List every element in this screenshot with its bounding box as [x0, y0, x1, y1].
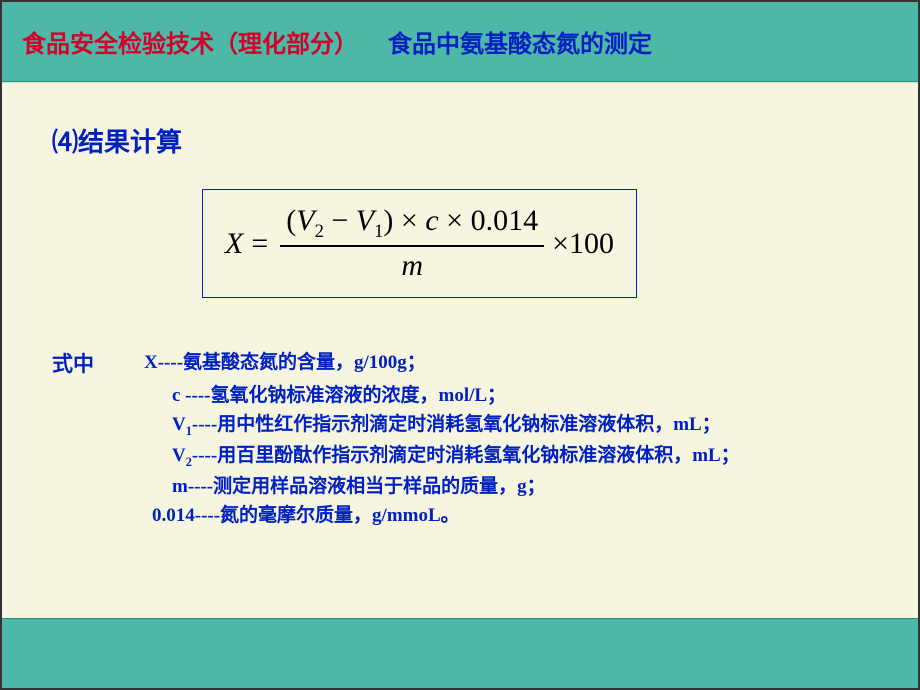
content-area: ⑷结果计算 X = (V2 − V1) × c × 0.014 — [2, 82, 918, 551]
def-v2-rest: ----用百里酚酞作指示剂滴定时消耗氢氧化钠标准溶液体积，mL； — [192, 445, 740, 466]
formula-box: X = (V2 − V1) × c × 0.014 m — [202, 189, 637, 298]
den-m: m — [401, 249, 423, 282]
def-spacer-const — [52, 501, 152, 530]
num-minus: − — [331, 204, 348, 237]
def-c: c ----氢氧化钠标准溶液的浓度，mol/L； — [172, 381, 506, 410]
def-x: X----氨基酸态氮的含量，g/100g； — [144, 348, 426, 381]
num-v1: V — [356, 204, 374, 237]
outer-const: 100 — [569, 227, 614, 261]
formula-fraction: (V2 − V1) × c × 0.014 m — [280, 204, 544, 283]
def-row-v1: V1----用中性红作指示剂滴定时消耗氢氧化钠标准溶液体积，mL； — [52, 410, 868, 441]
def-v1: V1----用中性红作指示剂滴定时消耗氢氧化钠标准溶液体积，mL； — [172, 410, 721, 441]
title-left: 食品安全检验技术（理化部分） — [22, 24, 358, 59]
section-heading: ⑷结果计算 — [52, 122, 868, 159]
def-spacer-m — [52, 472, 172, 501]
num-times1: × — [401, 204, 418, 237]
def-const: 0.014----氮的毫摩尔质量，g/mmoL。 — [152, 501, 460, 530]
definitions: 式中 X----氨基酸态氮的含量，g/100g； c ----氢氧化钠标准溶液的… — [52, 348, 868, 531]
def-v1-rest: ----用中性红作指示剂滴定时消耗氢氧化钠标准溶液体积，mL； — [192, 414, 721, 435]
slide: 食品安全检验技术（理化部分） 食品中氨基酸态氮的测定 ⑷结果计算 X = (V2… — [0, 0, 920, 690]
num-const: 0.014 — [471, 204, 539, 237]
def-row-m: m----测定用样品溶液相当于样品的质量，g； — [52, 472, 868, 501]
formula-denominator: m — [395, 247, 429, 283]
def-v2: V2----用百里酚酞作指示剂滴定时消耗氢氧化钠标准溶液体积，mL； — [172, 441, 740, 472]
num-times2: × — [446, 204, 463, 237]
header-band: 食品安全检验技术（理化部分） 食品中氨基酸态氮的测定 — [2, 2, 918, 82]
def-v1-var: V — [172, 414, 186, 435]
title-right: 食品中氨基酸态氮的测定 — [388, 24, 652, 59]
def-spacer-v1 — [52, 410, 172, 441]
def-row-c: c ----氢氧化钠标准溶液的浓度，mol/L； — [52, 381, 868, 410]
defs-lead: 式中 — [52, 348, 144, 381]
num-close: ) — [383, 204, 393, 237]
formula-lhs: X — [225, 227, 243, 261]
num-v2: V — [296, 204, 314, 237]
def-spacer-v2 — [52, 441, 172, 472]
formula-numerator: (V2 − V1) × c × 0.014 — [280, 204, 544, 245]
num-open: ( — [286, 204, 296, 237]
formula: X = (V2 − V1) × c × 0.014 m — [225, 204, 614, 283]
def-spacer-c — [52, 381, 172, 410]
def-row-const: 0.014----氮的毫摩尔质量，g/mmoL。 — [52, 501, 868, 530]
def-v2-var: V — [172, 445, 186, 466]
formula-eq: = — [251, 227, 268, 261]
def-row-v2: V2----用百里酚酞作指示剂滴定时消耗氢氧化钠标准溶液体积，mL； — [52, 441, 868, 472]
outer-times: × — [552, 227, 569, 261]
def-m: m----测定用样品溶液相当于样品的质量，g； — [172, 472, 546, 501]
def-row-x: 式中 X----氨基酸态氮的含量，g/100g； — [52, 348, 868, 381]
num-v2-sub: 2 — [315, 221, 324, 242]
num-c: c — [425, 204, 438, 237]
footer-band — [2, 618, 918, 688]
